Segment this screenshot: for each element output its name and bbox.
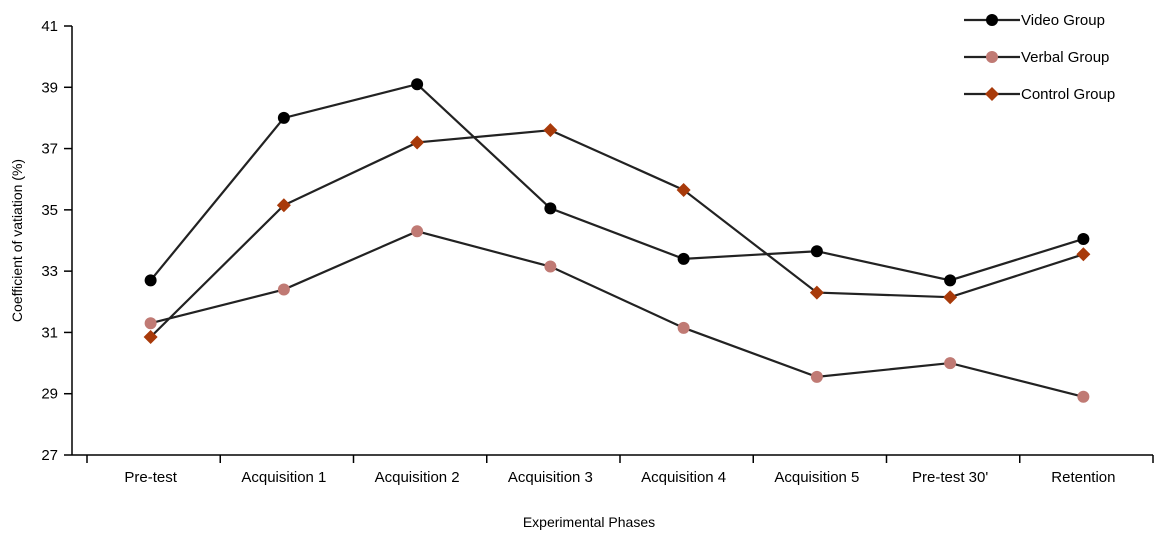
data-point-verbal-group bbox=[277, 283, 290, 296]
data-point-verbal-group bbox=[677, 321, 690, 334]
data-point-control-group bbox=[410, 135, 425, 150]
data-point-control-group bbox=[143, 330, 158, 345]
legend: Video Group Verbal Group Control Group bbox=[964, 12, 1115, 103]
x-tick-label: Pre-test 30' bbox=[912, 469, 988, 486]
y-tick-label: 31 bbox=[41, 324, 58, 341]
data-point-control-group bbox=[543, 123, 558, 138]
x-axis-title: Experimental Phases bbox=[523, 514, 655, 530]
series-markers bbox=[143, 78, 1091, 403]
data-point-video-group bbox=[277, 111, 290, 124]
x-tick-label: Retention bbox=[1051, 469, 1115, 486]
series-lines bbox=[149, 83, 1084, 398]
legend-marker bbox=[986, 51, 998, 63]
axes: 27 29 31 33 35 37 39 41 Pre-test Acquisition 1 Acq… bbox=[41, 18, 1154, 486]
x-tick-label: Acquisition 3 bbox=[508, 469, 593, 486]
y-tick-label: 33 bbox=[41, 263, 58, 280]
legend-item-control-group: Control Group bbox=[964, 86, 1115, 103]
data-point-control-group bbox=[943, 290, 958, 305]
y-tick-label: 29 bbox=[41, 386, 58, 403]
data-point-verbal-group bbox=[944, 357, 957, 370]
x-tick-label: Acquisition 1 bbox=[241, 469, 326, 486]
series-line-control-group bbox=[149, 129, 1084, 338]
data-point-video-group bbox=[944, 274, 957, 287]
y-tick-label: 35 bbox=[41, 202, 58, 219]
y-tick-label: 37 bbox=[41, 141, 58, 158]
data-point-video-group bbox=[144, 274, 157, 287]
legend-item-video-group: Video Group bbox=[964, 12, 1105, 29]
x-tick-label: Acquisition 2 bbox=[375, 469, 460, 486]
legend-label: Control Group bbox=[1021, 86, 1115, 103]
data-point-video-group bbox=[411, 78, 424, 91]
x-tick-label: Acquisition 5 bbox=[774, 469, 859, 486]
data-point-verbal-group bbox=[810, 370, 823, 383]
data-point-verbal-group bbox=[1077, 390, 1090, 403]
data-point-video-group bbox=[810, 245, 823, 258]
y-axis-title: Coefficient of vatiation (%) bbox=[9, 159, 25, 322]
legend-marker bbox=[985, 87, 999, 101]
series-line-video-group bbox=[149, 83, 1084, 282]
legend-marker bbox=[986, 14, 998, 26]
data-point-control-group bbox=[676, 182, 691, 197]
data-point-verbal-group bbox=[544, 260, 557, 273]
data-point-control-group bbox=[1076, 247, 1091, 262]
legend-label: Verbal Group bbox=[1021, 49, 1109, 66]
data-point-video-group bbox=[544, 202, 557, 215]
data-point-video-group bbox=[677, 252, 690, 265]
x-tick-label: Pre-test bbox=[124, 469, 177, 486]
data-point-verbal-group bbox=[411, 225, 424, 238]
y-tick-label: 41 bbox=[41, 18, 58, 35]
data-point-control-group bbox=[276, 198, 291, 213]
data-point-video-group bbox=[1077, 232, 1090, 245]
y-tick-label: 27 bbox=[41, 447, 58, 464]
data-point-control-group bbox=[809, 285, 824, 300]
legend-item-verbal-group: Verbal Group bbox=[964, 49, 1109, 66]
series-line-verbal-group bbox=[150, 230, 1084, 398]
x-tick-label: Acquisition 4 bbox=[641, 469, 726, 486]
y-tick-label: 39 bbox=[41, 79, 58, 96]
data-point-verbal-group bbox=[144, 317, 157, 330]
legend-label: Video Group bbox=[1021, 12, 1105, 29]
